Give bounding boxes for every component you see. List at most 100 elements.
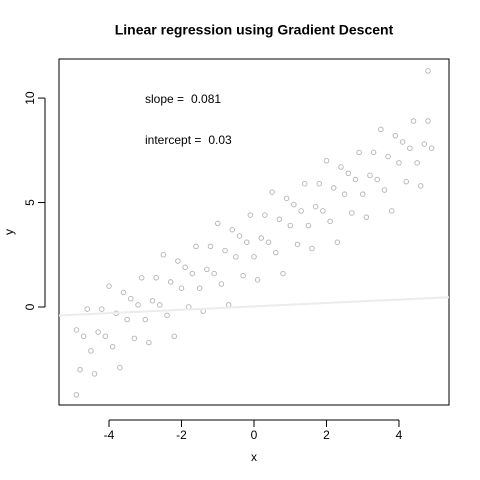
point	[102, 333, 109, 340]
y-tick-label: 0	[23, 303, 37, 310]
point	[396, 160, 402, 166]
point	[128, 295, 134, 302]
point	[236, 233, 243, 239]
x-tick-label: 2	[323, 428, 330, 442]
point	[425, 68, 431, 74]
point	[117, 364, 123, 371]
point	[312, 203, 319, 210]
point	[124, 316, 130, 323]
point	[135, 302, 141, 308]
y-tick-label: 10	[23, 91, 37, 105]
point	[323, 158, 330, 164]
point	[91, 371, 98, 377]
point	[272, 249, 279, 256]
point	[95, 329, 101, 335]
x-tick-label: 0	[251, 428, 258, 442]
x-tick-label: 4	[396, 428, 403, 442]
point	[84, 306, 91, 312]
point	[215, 220, 221, 227]
point	[218, 281, 225, 287]
annotation-value: 0.03	[208, 133, 232, 147]
point	[77, 366, 83, 373]
point	[381, 187, 388, 193]
point	[211, 270, 217, 277]
x-tick-label: -2	[176, 428, 187, 442]
point	[73, 327, 80, 333]
point	[138, 275, 145, 281]
point	[349, 210, 355, 216]
point	[359, 191, 366, 197]
point	[189, 270, 196, 277]
point	[142, 316, 149, 323]
point	[291, 201, 297, 208]
point	[374, 176, 380, 183]
point	[417, 183, 424, 189]
point	[363, 214, 370, 220]
point	[276, 216, 283, 223]
point	[258, 235, 264, 241]
point	[330, 185, 337, 191]
x-axis-label: x	[251, 450, 257, 464]
point	[164, 312, 170, 319]
point	[171, 333, 178, 340]
point	[305, 222, 312, 229]
point	[157, 302, 163, 308]
point	[378, 126, 384, 133]
point	[338, 164, 344, 170]
point	[407, 145, 413, 151]
point	[301, 180, 308, 187]
point	[309, 245, 315, 252]
annotation-label: slope =	[145, 92, 184, 106]
point	[233, 254, 239, 260]
point	[106, 283, 112, 289]
point	[352, 176, 359, 183]
point	[341, 191, 348, 197]
y-tick-label: 5	[23, 199, 37, 206]
point	[320, 208, 326, 214]
point	[385, 153, 391, 160]
point	[410, 118, 417, 124]
point	[414, 160, 420, 166]
point	[345, 170, 351, 177]
point	[99, 306, 105, 312]
point	[399, 139, 406, 145]
point	[88, 348, 94, 354]
point	[298, 208, 304, 214]
point	[222, 247, 228, 254]
point	[175, 258, 181, 264]
point	[120, 289, 127, 296]
point	[392, 132, 399, 139]
regression-line	[58, 296, 450, 317]
point	[196, 285, 203, 291]
point	[294, 241, 301, 248]
point	[247, 212, 254, 218]
point	[229, 226, 236, 233]
point	[388, 208, 395, 214]
point	[109, 343, 116, 350]
point	[283, 195, 290, 202]
point	[421, 141, 428, 147]
point	[167, 279, 174, 285]
point	[254, 277, 261, 283]
point	[149, 297, 156, 304]
point	[428, 145, 435, 151]
point	[240, 272, 246, 279]
point	[356, 149, 362, 156]
point	[251, 254, 257, 260]
point	[153, 275, 159, 281]
point	[193, 243, 199, 250]
point	[80, 333, 87, 340]
annotation-value: 0.081	[191, 92, 221, 106]
chart-title: Linear regression using Gradient Descent	[115, 22, 394, 38]
point	[244, 239, 250, 245]
point	[425, 118, 431, 124]
point	[280, 270, 286, 277]
point	[316, 180, 322, 187]
point	[131, 335, 138, 342]
point	[334, 239, 341, 245]
point	[207, 243, 214, 250]
point	[287, 222, 293, 229]
point	[370, 149, 377, 156]
x-tick-label: -4	[104, 428, 115, 442]
